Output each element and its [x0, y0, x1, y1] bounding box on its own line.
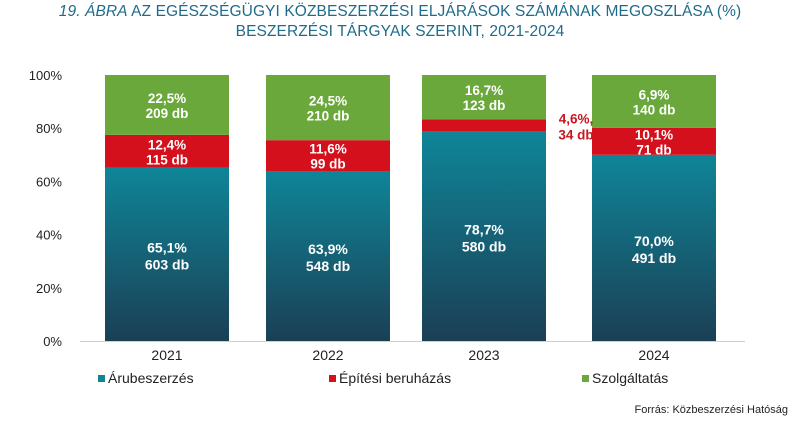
- data-label-pct: 22,5%: [148, 91, 186, 106]
- data-label-count: 209 db: [146, 106, 189, 121]
- source-note: Forrás: Közbeszerzési Hatóság: [634, 404, 788, 416]
- bar-segment-szolgaltatas: [592, 75, 716, 128]
- data-label-pct: 10,1%: [635, 127, 673, 142]
- x-tick-label: 2022: [312, 347, 343, 363]
- x-tick-label: 2023: [468, 347, 499, 363]
- data-label-count: 491 db: [632, 250, 676, 266]
- bar-segment-epitesi: [105, 134, 229, 168]
- data-label-pct: 70,0%: [634, 233, 674, 249]
- y-tick-label: 0%: [43, 334, 62, 349]
- title-line-2: BESZERZÉSI TÁRGYAK SZERINT, 2021-2024: [235, 23, 565, 40]
- bar-segment-arubeszerzes: [592, 154, 716, 341]
- data-label-count: 99 db: [310, 157, 345, 172]
- data-label-count: 580 db: [462, 238, 506, 254]
- bar-segment-arubeszerzes: [105, 167, 229, 341]
- x-tick-label: 2021: [151, 347, 182, 363]
- y-tick-label: 60%: [36, 174, 62, 189]
- data-label-pct: 6,9%: [639, 87, 670, 102]
- bar-segment-szolgaltatas: [266, 75, 390, 141]
- data-label-count: 115 db: [146, 152, 188, 167]
- y-tick-label: 80%: [36, 121, 62, 136]
- bar-segment-arubeszerzes: [422, 131, 546, 341]
- chart-title: 19. ÁBRA AZ EGÉSZSÉGÜGYI KÖZBESZERZÉSI E…: [0, 2, 800, 42]
- data-label-count: 71 db: [636, 142, 671, 157]
- legend-label-szolgaltatas: Szolgáltatás: [592, 370, 668, 386]
- data-label-count: 123 db: [463, 98, 506, 113]
- bar-segment-arubeszerzes: [266, 171, 390, 341]
- legend-swatch-epitesi: [329, 375, 336, 382]
- data-label-pct: 12,4%: [148, 137, 186, 152]
- data-label-pct: 16,7%: [465, 83, 503, 98]
- data-label-pct: 65,1%: [147, 239, 187, 255]
- legend-label-epitesi: Építési beruházás: [339, 370, 451, 386]
- data-label-pct: 78,7%: [464, 221, 504, 237]
- bar-segment-epitesi: [422, 119, 546, 132]
- bar-segment-szolgaltatas: [105, 75, 229, 135]
- data-label-pct: 63,9%: [308, 241, 348, 257]
- bar-segment-epitesi: [592, 127, 716, 155]
- bar-segment-szolgaltatas: [422, 75, 546, 120]
- title-line-1: 19. ÁBRA AZ EGÉSZSÉGÜGYI KÖZBESZERZÉSI E…: [0, 2, 800, 22]
- data-label-pct: 24,5%: [309, 94, 347, 109]
- y-tick-label: 20%: [36, 281, 62, 296]
- y-tick-label: 100%: [29, 68, 63, 83]
- data-label-pct: 4,6%,: [559, 112, 594, 127]
- y-tick-label: 40%: [36, 228, 62, 243]
- data-label-count: 210 db: [307, 109, 350, 124]
- bar-segment-epitesi: [266, 140, 390, 172]
- data-label-count: 34 db: [558, 128, 593, 143]
- legend-swatch-szolgaltatas: [582, 375, 589, 382]
- data-label-pct: 11,6%: [309, 142, 347, 157]
- data-label-count: 548 db: [306, 258, 350, 274]
- figure-number: 19. ÁBRA: [58, 3, 128, 20]
- data-label-count: 603 db: [145, 256, 189, 272]
- legend-label-arubeszerzes: Árubeszerzés: [108, 370, 194, 386]
- data-label-count: 140 db: [633, 102, 676, 117]
- title-text-1: AZ EGÉSZSÉGÜGYI KÖZBESZERZÉSI ELJÁRÁSOK …: [127, 3, 742, 20]
- legend-swatch-arubeszerzes: [98, 375, 105, 382]
- x-tick-label: 2024: [638, 347, 669, 363]
